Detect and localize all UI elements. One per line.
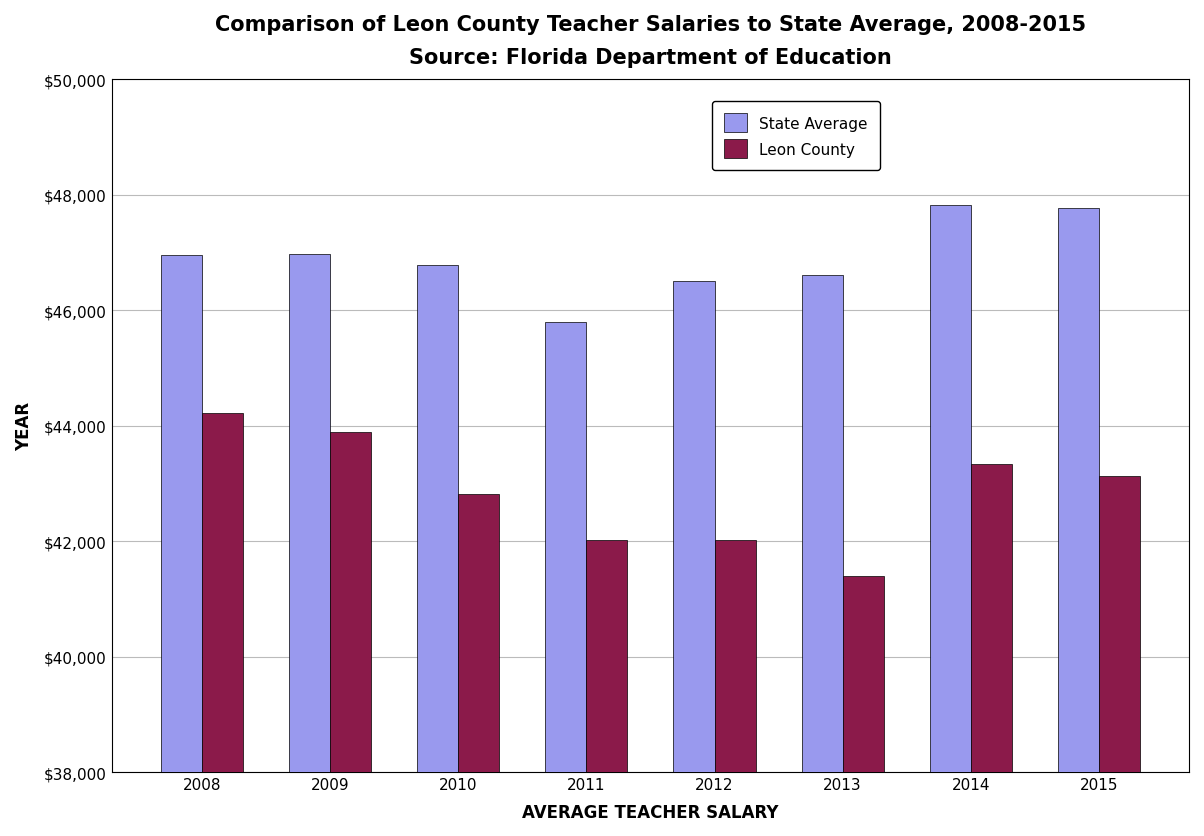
Legend: State Average, Leon County: State Average, Leon County: [712, 102, 880, 171]
Bar: [545, 323, 586, 836]
Bar: [459, 494, 500, 836]
Bar: [330, 432, 371, 836]
X-axis label: AVERAGE TEACHER SALARY: AVERAGE TEACHER SALARY: [523, 803, 779, 821]
Y-axis label: YEAR: YEAR: [14, 402, 33, 451]
Bar: [586, 540, 627, 836]
Bar: [970, 465, 1011, 836]
Bar: [417, 266, 459, 836]
Bar: [802, 275, 843, 836]
Bar: [1058, 208, 1099, 836]
Bar: [929, 206, 970, 836]
Bar: [202, 414, 243, 836]
Bar: [1099, 477, 1140, 836]
Bar: [714, 540, 756, 836]
Bar: [843, 576, 884, 836]
Title: Comparison of Leon County Teacher Salaries to State Average, 2008-2015
Source: F: Comparison of Leon County Teacher Salari…: [214, 15, 1086, 68]
Bar: [289, 254, 330, 836]
Bar: [161, 256, 202, 836]
Bar: [673, 282, 714, 836]
